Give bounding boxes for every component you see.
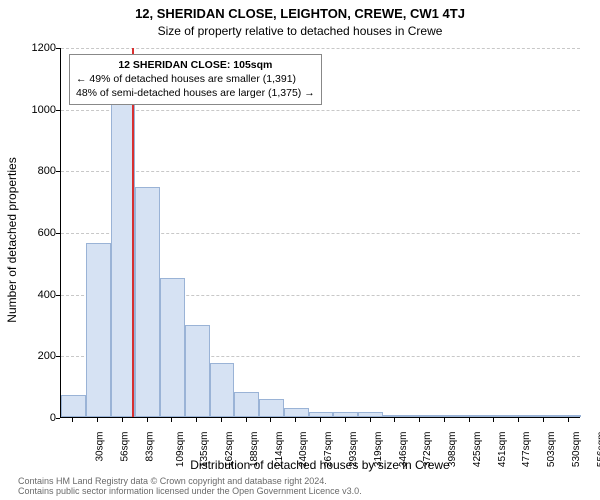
histogram-bar bbox=[333, 412, 358, 417]
x-tick-label: 135sqm bbox=[200, 432, 211, 468]
info-box-line2: 48% of semi-detached houses are larger (… bbox=[76, 86, 315, 100]
x-tick-mark bbox=[568, 418, 569, 422]
y-tick-mark bbox=[56, 233, 60, 234]
y-tick-label: 200 bbox=[20, 350, 56, 362]
x-tick-label: 477sqm bbox=[521, 432, 532, 468]
y-tick-label: 600 bbox=[20, 227, 56, 239]
info-box-line1: ← 49% of detached houses are smaller (1,… bbox=[76, 72, 315, 86]
x-tick-mark bbox=[97, 418, 98, 422]
x-tick-mark bbox=[518, 418, 519, 422]
y-tick-mark bbox=[56, 171, 60, 172]
chart-title-sub: Size of property relative to detached ho… bbox=[0, 24, 600, 38]
y-tick-mark bbox=[56, 295, 60, 296]
histogram-bar bbox=[160, 278, 185, 417]
histogram-bar bbox=[234, 392, 259, 417]
footer-line1: Contains HM Land Registry data © Crown c… bbox=[18, 476, 362, 486]
x-tick-label: 503sqm bbox=[546, 432, 557, 468]
gridline bbox=[61, 110, 580, 111]
x-tick-label: 109sqm bbox=[175, 432, 186, 468]
footer-line2: Contains public sector information licen… bbox=[18, 486, 362, 496]
y-tick-label: 800 bbox=[20, 165, 56, 177]
x-tick-label: 56sqm bbox=[120, 432, 131, 462]
y-tick-mark bbox=[56, 110, 60, 111]
x-tick-label: 30sqm bbox=[95, 432, 106, 462]
x-tick-label: 293sqm bbox=[348, 432, 359, 468]
y-tick-label: 0 bbox=[20, 412, 56, 424]
x-tick-label: 267sqm bbox=[323, 432, 334, 468]
info-box: 12 SHERIDAN CLOSE: 105sqm ← 49% of detac… bbox=[69, 54, 322, 105]
x-tick-mark bbox=[493, 418, 494, 422]
x-tick-mark bbox=[394, 418, 395, 422]
x-tick-mark bbox=[122, 418, 123, 422]
histogram-bar bbox=[309, 412, 334, 417]
x-tick-label: 83sqm bbox=[144, 432, 155, 462]
x-tick-mark bbox=[72, 418, 73, 422]
x-tick-label: 319sqm bbox=[373, 432, 384, 468]
chart-title-main: 12, SHERIDAN CLOSE, LEIGHTON, CREWE, CW1… bbox=[0, 6, 600, 21]
histogram-bar bbox=[556, 415, 581, 417]
y-tick-mark bbox=[56, 48, 60, 49]
x-tick-mark bbox=[419, 418, 420, 422]
histogram-bar bbox=[531, 415, 556, 417]
x-tick-label: 214sqm bbox=[274, 432, 285, 468]
y-tick-mark bbox=[56, 356, 60, 357]
x-tick-mark bbox=[221, 418, 222, 422]
x-tick-mark bbox=[246, 418, 247, 422]
x-tick-label: 240sqm bbox=[299, 432, 310, 468]
y-axis-title: Number of detached properties bbox=[5, 75, 19, 240]
x-tick-label: 530sqm bbox=[571, 432, 582, 468]
x-tick-label: 556sqm bbox=[596, 432, 600, 468]
x-tick-mark bbox=[196, 418, 197, 422]
histogram-bar bbox=[482, 415, 507, 417]
histogram-plot: 12 SHERIDAN CLOSE: 105sqm ← 49% of detac… bbox=[60, 48, 580, 418]
histogram-bar bbox=[135, 187, 160, 417]
x-tick-mark bbox=[469, 418, 470, 422]
histogram-bar bbox=[210, 363, 235, 417]
histogram-bar bbox=[432, 415, 457, 417]
x-tick-label: 372sqm bbox=[422, 432, 433, 468]
histogram-bar bbox=[284, 408, 309, 417]
histogram-bar bbox=[408, 415, 433, 417]
histogram-bar bbox=[507, 415, 532, 417]
info-box-title: 12 SHERIDAN CLOSE: 105sqm bbox=[76, 58, 315, 72]
histogram-bar bbox=[457, 415, 482, 417]
x-tick-label: 425sqm bbox=[472, 432, 483, 468]
y-tick-label: 400 bbox=[20, 289, 56, 301]
histogram-bar bbox=[86, 243, 111, 417]
x-tick-mark bbox=[543, 418, 544, 422]
y-tick-mark bbox=[56, 418, 60, 419]
x-tick-mark bbox=[370, 418, 371, 422]
x-tick-label: 451sqm bbox=[497, 432, 508, 468]
x-tick-mark bbox=[295, 418, 296, 422]
x-tick-label: 398sqm bbox=[447, 432, 458, 468]
x-tick-label: 346sqm bbox=[398, 432, 409, 468]
x-tick-mark bbox=[270, 418, 271, 422]
x-tick-label: 162sqm bbox=[224, 432, 235, 468]
x-tick-mark bbox=[171, 418, 172, 422]
y-tick-label: 1200 bbox=[20, 42, 56, 54]
x-tick-mark bbox=[444, 418, 445, 422]
x-tick-mark bbox=[147, 418, 148, 422]
histogram-bar bbox=[358, 412, 383, 417]
histogram-bar bbox=[185, 325, 210, 418]
x-tick-label: 188sqm bbox=[249, 432, 260, 468]
y-tick-label: 1000 bbox=[20, 104, 56, 116]
x-tick-mark bbox=[345, 418, 346, 422]
gridline bbox=[61, 48, 580, 49]
histogram-bar bbox=[383, 415, 408, 417]
histogram-bar bbox=[259, 399, 284, 418]
x-tick-mark bbox=[320, 418, 321, 422]
histogram-bar bbox=[61, 395, 86, 417]
gridline bbox=[61, 171, 580, 172]
footer: Contains HM Land Registry data © Crown c… bbox=[18, 476, 362, 497]
